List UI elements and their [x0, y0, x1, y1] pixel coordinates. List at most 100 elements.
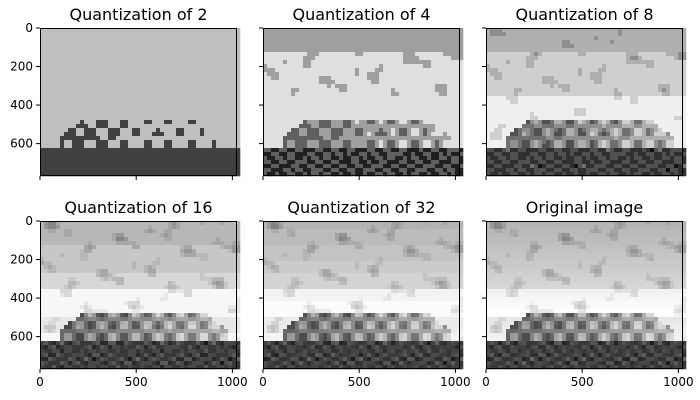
image-cell — [56, 136, 61, 141]
image-cell — [650, 56, 655, 61]
image-cell — [216, 72, 221, 77]
image-cell — [622, 84, 627, 89]
image-cell — [96, 56, 101, 61]
image-cell — [399, 48, 404, 53]
image-cell — [618, 108, 623, 113]
image-cell — [447, 56, 452, 61]
image-cell — [136, 64, 141, 69]
image-cell — [411, 80, 416, 85]
image-cell — [68, 100, 73, 105]
image-cell — [267, 108, 272, 113]
image-cell — [76, 140, 81, 145]
image-cell — [200, 92, 205, 97]
image-cell — [208, 48, 213, 53]
image-cell — [514, 112, 519, 117]
image-cell — [662, 108, 667, 113]
image-cell — [443, 44, 448, 49]
image-cell — [168, 160, 173, 165]
image-cell — [88, 160, 93, 165]
image-cell — [204, 140, 209, 145]
image-cell — [666, 120, 671, 125]
image-cell — [48, 164, 53, 169]
image-cell — [88, 48, 93, 53]
image-cell — [295, 120, 300, 125]
image-cell — [60, 96, 65, 101]
image-cell — [216, 84, 221, 89]
image-cell — [558, 104, 563, 109]
image-cell — [658, 112, 663, 117]
image-cell — [387, 32, 392, 37]
image-cell — [311, 132, 316, 137]
image-cell — [455, 156, 460, 161]
image-cell — [315, 68, 320, 73]
image-cell — [367, 92, 372, 97]
image-cell — [391, 128, 396, 133]
image-cell — [407, 92, 412, 97]
image-cell — [52, 40, 57, 45]
image-cell — [371, 84, 376, 89]
image-cell — [498, 96, 503, 101]
image-cell — [383, 144, 388, 149]
image-cell — [140, 144, 145, 149]
image-cell — [68, 36, 73, 41]
image-cell — [602, 68, 607, 73]
image-cell — [68, 68, 73, 73]
image-cell — [212, 140, 217, 145]
image-cell — [646, 112, 651, 117]
image-cell — [88, 108, 93, 113]
image-cell — [112, 156, 117, 161]
image-cell — [196, 168, 201, 173]
image-cell — [283, 56, 288, 61]
image-cell — [283, 88, 288, 93]
image-cell — [375, 104, 380, 109]
image-cell — [184, 56, 189, 61]
image-cell — [359, 144, 364, 149]
image-cell — [403, 116, 408, 121]
image-cell — [419, 172, 424, 177]
image-cell — [271, 140, 276, 145]
image-cell — [120, 132, 125, 137]
image-cell — [610, 32, 615, 37]
image-cell — [164, 148, 169, 153]
image-cell — [666, 28, 671, 33]
image-cell — [550, 100, 555, 105]
image-cell — [267, 116, 272, 121]
image-cell — [502, 84, 507, 89]
image-cell — [455, 128, 460, 133]
image-cell — [76, 48, 81, 53]
image-cell — [391, 124, 396, 129]
image-cell — [279, 152, 284, 157]
image-cell — [343, 48, 348, 53]
image-cell — [188, 52, 193, 57]
image-cell — [550, 116, 555, 121]
image-cell — [200, 120, 205, 125]
image-cell — [132, 44, 137, 49]
image-cell — [60, 44, 65, 49]
image-cell — [562, 48, 567, 53]
image-cell — [526, 96, 531, 101]
image-cell — [443, 168, 448, 173]
image-cell — [120, 160, 125, 165]
image-cell — [148, 52, 153, 57]
image-cell — [303, 140, 308, 145]
image-cell — [120, 52, 125, 57]
image-cell — [447, 52, 452, 57]
image-cell — [116, 92, 121, 97]
image-cell — [88, 80, 93, 85]
image-cell — [176, 104, 181, 109]
image-cell — [347, 168, 352, 173]
image-cell — [112, 32, 117, 37]
image-cell — [443, 136, 448, 141]
image-cell — [530, 108, 535, 113]
image-cell — [287, 96, 292, 101]
image-cell — [522, 124, 527, 129]
image-cell — [92, 132, 97, 137]
image-cell — [80, 152, 85, 157]
image-cell — [518, 100, 523, 105]
image-cell — [415, 108, 420, 113]
image-cell — [236, 148, 241, 153]
image-cell — [307, 104, 312, 109]
image-cell — [343, 160, 348, 165]
image-cell — [534, 116, 539, 121]
image-cell — [291, 124, 296, 129]
